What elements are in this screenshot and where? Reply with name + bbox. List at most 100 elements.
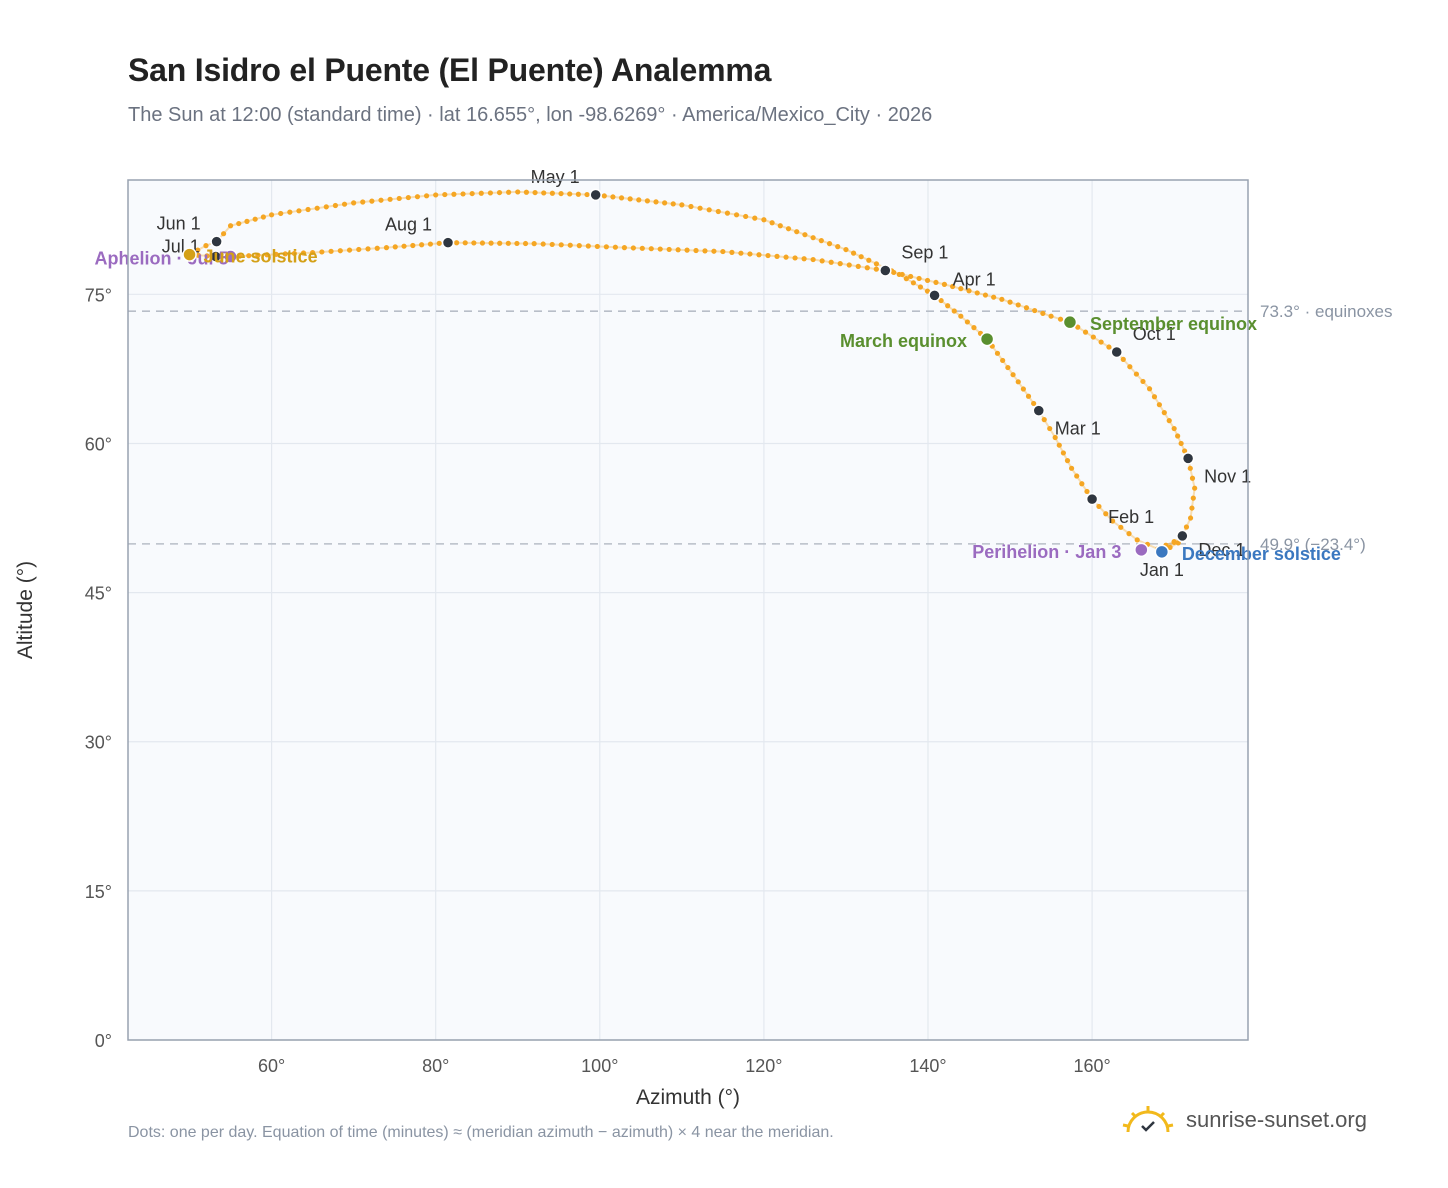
day-dot [702, 248, 708, 254]
day-dot [945, 303, 951, 309]
reference-lines: 73.3° · equinoxes 49.9° (−23.4°) [128, 302, 1393, 554]
month-marker-label: Aug 1 [385, 215, 432, 235]
day-dot [405, 194, 411, 201]
day-dot [237, 253, 243, 259]
day-dot [1010, 372, 1016, 378]
plot-frame [127, 179, 1249, 1041]
day-dot [644, 198, 650, 204]
day-dot [585, 243, 591, 249]
day-dot [666, 246, 672, 253]
day-dot [584, 191, 590, 198]
day-dot [765, 252, 771, 259]
day-dot [810, 256, 816, 263]
y-tick-label: 30° [85, 733, 112, 753]
day-dot [1000, 357, 1006, 364]
day-dot [594, 243, 600, 250]
day-dot [720, 248, 726, 255]
brand-name: sunrise-sunset.org [1186, 1107, 1367, 1132]
day-dot [505, 240, 511, 246]
axes: 60° 80° 100° 120° 140° 160° 0° 15° 30° 45° 60° 75° [85, 285, 1111, 1076]
day-dot [204, 253, 210, 259]
x-tick-label: 80° [422, 1056, 449, 1076]
day-dot [630, 245, 636, 251]
day-dot [801, 256, 807, 262]
x-tick-label: 160° [1073, 1056, 1110, 1076]
month-marker-label: Feb 1 [1108, 507, 1154, 527]
event-label: March equinox [840, 331, 967, 351]
day-dot [268, 212, 275, 218]
day-dot [837, 261, 843, 267]
day-dot [924, 288, 931, 294]
event-marker [1062, 314, 1078, 330]
day-dot [1182, 448, 1188, 454]
y-tick-label: 75° [85, 285, 112, 305]
x-tick-label: 60° [258, 1056, 285, 1076]
x-tick-label: 140° [909, 1056, 946, 1076]
day-dot [195, 252, 201, 258]
day-dot [999, 296, 1005, 302]
day-dot [873, 266, 879, 272]
day-dot [278, 210, 284, 217]
sun-icon [1122, 1106, 1174, 1133]
day-dot [1187, 465, 1193, 471]
day-dot [688, 203, 694, 210]
day-dot [436, 240, 442, 246]
day-dot [346, 247, 353, 253]
day-dot [260, 214, 266, 220]
day-dot [1079, 481, 1085, 487]
month-marker [210, 235, 223, 248]
month-marker [209, 250, 223, 263]
day-dot [460, 191, 466, 197]
day-dot [1031, 400, 1037, 407]
event-marker [1154, 544, 1170, 560]
day-dot [387, 196, 393, 202]
day-dot [195, 247, 201, 253]
day-dot [1103, 511, 1109, 517]
day-dot [328, 248, 334, 254]
day-dot [356, 246, 362, 253]
plot-area [128, 180, 1248, 1040]
day-dot [908, 273, 914, 280]
day-dot [246, 253, 252, 259]
event-marker [979, 331, 995, 347]
day-dot [1171, 425, 1177, 432]
day-dot [1106, 344, 1112, 350]
event-label: December solstice [1182, 544, 1341, 564]
day-dot [487, 190, 493, 196]
day-dot [657, 246, 663, 252]
day-dot [1040, 310, 1046, 316]
day-dot [601, 193, 607, 199]
day-dot [497, 240, 503, 246]
day-dot [1056, 442, 1062, 448]
day-dot [454, 240, 460, 246]
day-dot [220, 231, 227, 237]
day-dot [227, 223, 234, 229]
month-marker-label: Mar 1 [1055, 419, 1101, 439]
day-dot [1140, 378, 1146, 385]
day-dot [360, 199, 366, 205]
day-dot [855, 263, 861, 269]
day-dot [756, 252, 762, 258]
day-dot [515, 189, 521, 195]
event-label: June solstice [204, 247, 318, 267]
day-dot [341, 201, 348, 207]
day-dot [675, 247, 681, 253]
day-dot [1166, 418, 1172, 424]
day-dot [810, 235, 816, 241]
day-dot [1189, 505, 1195, 511]
footnote: Dots: one per day. Equation of time (min… [128, 1124, 834, 1141]
day-dot [282, 251, 288, 257]
day-dot [951, 308, 957, 314]
month-marker [1176, 529, 1189, 543]
day-dot [618, 195, 625, 201]
brand-logo[interactable]: sunrise-sunset.org [1120, 1104, 1367, 1136]
day-dot [479, 240, 486, 246]
day-dot [783, 254, 789, 260]
day-dot [1126, 531, 1132, 537]
day-dot [1052, 434, 1058, 441]
day-dot [1187, 515, 1194, 521]
day-dot [648, 246, 654, 252]
day-dot [864, 265, 870, 271]
